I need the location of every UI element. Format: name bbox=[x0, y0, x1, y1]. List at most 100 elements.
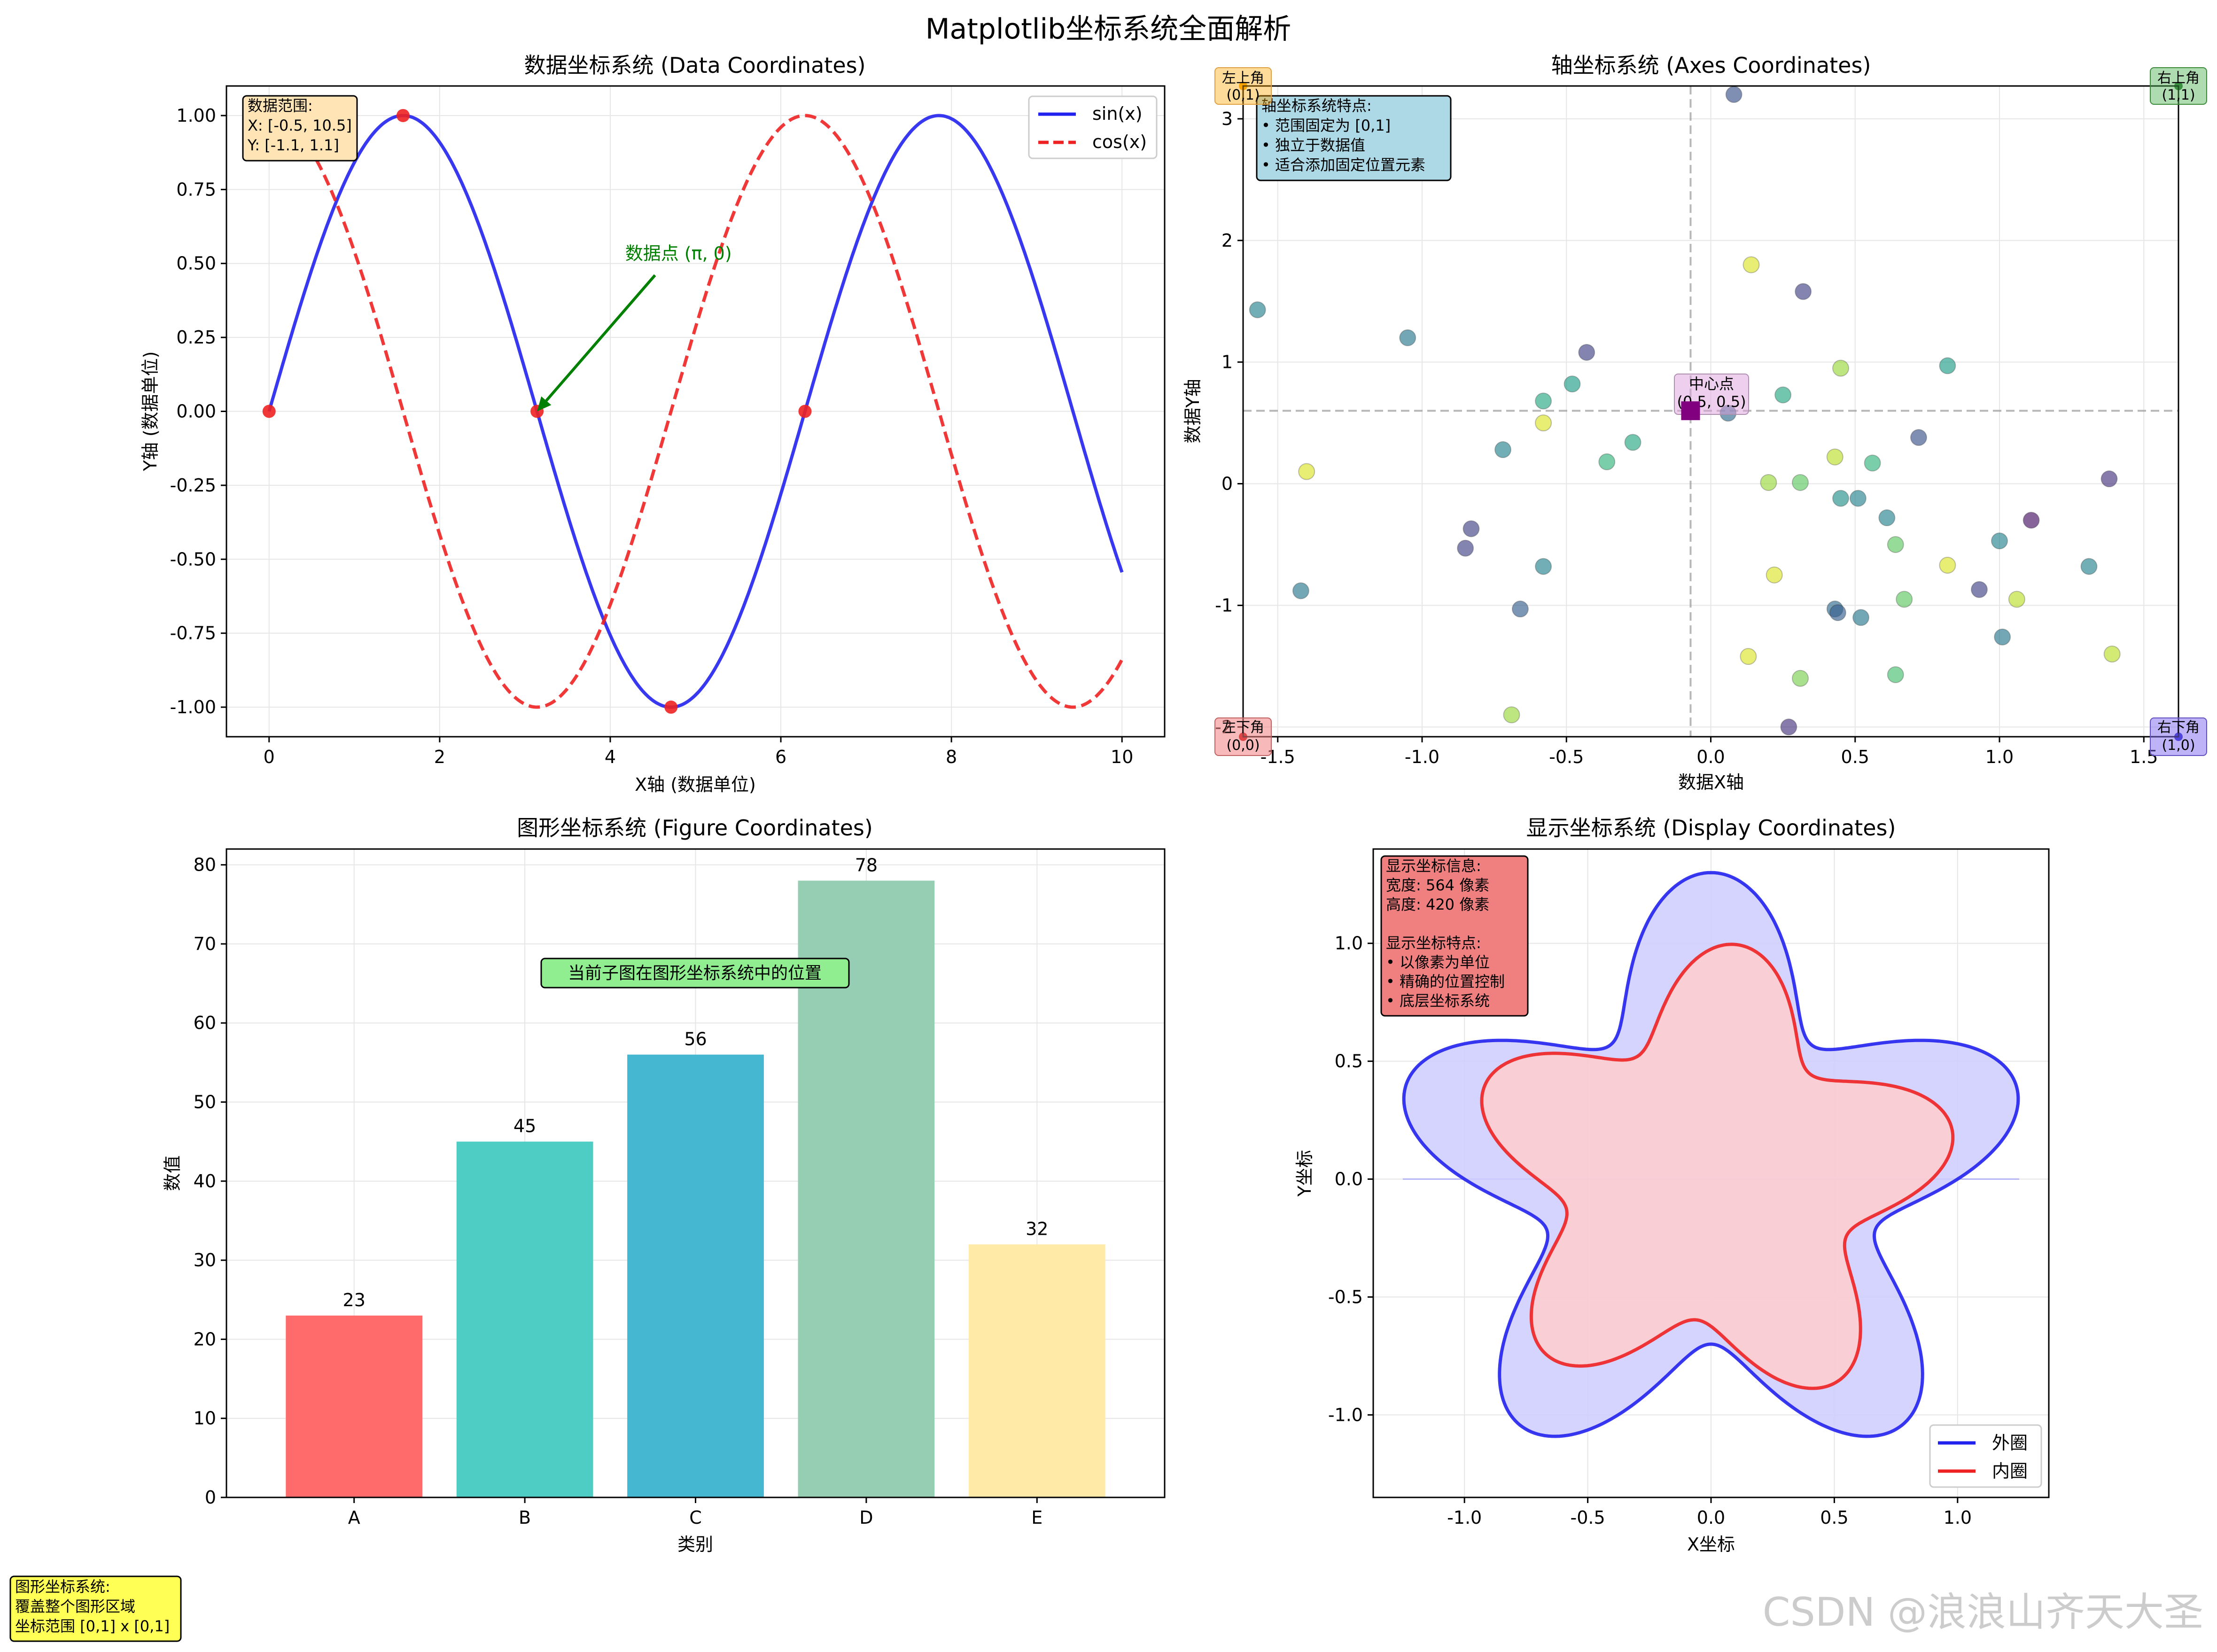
corner-label: 右下角 bbox=[2157, 719, 2200, 736]
center-square-marker bbox=[1681, 401, 1700, 421]
figure-position-note: 当前子图在图形坐标系统中的位置 bbox=[540, 958, 850, 989]
corner-label: (0,1) bbox=[1226, 87, 1260, 103]
bar-value-label: 23 bbox=[343, 1290, 366, 1310]
scatter-point bbox=[1887, 536, 1904, 553]
y-tick-label: 1.00 bbox=[176, 105, 216, 126]
y-tick-label: 1.0 bbox=[1335, 933, 1363, 954]
scatter-point bbox=[2008, 591, 2025, 608]
panel1-grid bbox=[226, 86, 1165, 737]
x-tick-label: 1.0 bbox=[1944, 1507, 1972, 1528]
scatter-point bbox=[1249, 301, 1266, 319]
y-tick-label: 0.00 bbox=[176, 401, 216, 422]
scatter-point bbox=[2103, 645, 2121, 662]
scatter-point bbox=[1624, 434, 1641, 451]
center-label-line1: 中心点 bbox=[1689, 375, 1734, 393]
bar-B bbox=[456, 1141, 593, 1497]
data-marker bbox=[396, 109, 410, 122]
scatter-point bbox=[2080, 558, 2098, 575]
note-line: 坐标范围 [0,1] x [0,1] bbox=[15, 1617, 170, 1635]
scatter-point bbox=[1832, 490, 1850, 507]
panel3-title: 图形坐标系统 (Figure Coordinates) bbox=[517, 815, 873, 841]
info-line: 宽度: 564 像素 bbox=[1386, 876, 1489, 894]
y-tick-label: 0.0 bbox=[1335, 1169, 1363, 1190]
bar-A bbox=[286, 1315, 423, 1497]
x-tick-label: 0.0 bbox=[1697, 1507, 1725, 1528]
scatter-point bbox=[1292, 582, 1309, 600]
bar-value-label: 45 bbox=[513, 1116, 536, 1137]
y-tick-label: 80 bbox=[194, 855, 216, 875]
info-line: Y: [-1.1, 1.1] bbox=[247, 136, 339, 154]
y-tick-label: 40 bbox=[194, 1171, 216, 1192]
panel4-legend: 外圈 内圈 bbox=[1929, 1424, 2042, 1488]
bar-E bbox=[968, 1244, 1105, 1497]
info-line: 数据范围: bbox=[248, 97, 313, 115]
x-tick-label: -0.5 bbox=[1549, 747, 1584, 767]
panel3-x-ticks: A B C D E bbox=[348, 1497, 1042, 1528]
corner-label: 左上角 bbox=[1222, 70, 1264, 86]
legend-inner-label: 内圈 bbox=[1992, 1461, 2028, 1481]
panel2-ylabel: 数据Y轴 bbox=[1182, 379, 1203, 443]
x-tick-label: C bbox=[689, 1507, 702, 1528]
panel4-xlabel: X坐标 bbox=[1687, 1534, 1735, 1555]
panel4-x-ticks: -1.0 -0.5 0.0 0.5 1.0 bbox=[1447, 1497, 1972, 1528]
corner-label: 左下角 bbox=[1222, 719, 1264, 736]
info-line: • 范围固定为 [0,1] bbox=[1261, 117, 1391, 134]
scatter-point bbox=[1503, 706, 1520, 724]
scatter-point bbox=[1864, 454, 1881, 472]
figure-coordinates-note: 图形坐标系统: 覆盖整个图形区域 坐标范围 [0,1] x [0,1] bbox=[9, 1575, 182, 1642]
panel2-title: 轴坐标系统 (Axes Coordinates) bbox=[1551, 53, 1871, 78]
annotation-arrowhead bbox=[537, 396, 552, 412]
panel4-ylabel: Y坐标 bbox=[1294, 1150, 1315, 1197]
panel1-x-ticks: 0 2 4 6 8 10 bbox=[264, 737, 1133, 767]
display-coordinates-panel: 显示坐标系统 (Display Coordinates) -1.0 -0.5 0.0… bbox=[1294, 815, 2050, 1555]
scatter-point bbox=[1939, 556, 1956, 574]
info-line: • 适合添加固定位置元素 bbox=[1261, 156, 1425, 174]
info-line: • 底层坐标系统 bbox=[1386, 992, 1490, 1010]
inner-star bbox=[1480, 943, 1955, 1390]
x-tick-label: 0.0 bbox=[1696, 747, 1725, 767]
info-line: • 精确的位置控制 bbox=[1386, 973, 1505, 990]
axes-coordinates-panel: 轴坐标系统 (Axes Coordinates) 中心点 (0.5, 0.5) … bbox=[1182, 53, 2207, 793]
corner-label: (1,1) bbox=[2162, 87, 2195, 103]
note-line: 覆盖整个图形区域 bbox=[15, 1597, 135, 1615]
scatter-point bbox=[1298, 463, 1315, 480]
x-tick-label: 0.5 bbox=[1820, 1507, 1848, 1528]
y-tick-label: 0 bbox=[1221, 474, 1233, 494]
panel3-xlabel: 类别 bbox=[677, 1534, 713, 1555]
info-line: 显示坐标特点: bbox=[1386, 934, 1481, 952]
figure-title: Matplotlib坐标系统全面解析 bbox=[926, 13, 1291, 46]
panel2-info-box: 轴坐标系统特点: • 范围固定为 [0,1] • 独立于数据值 • 适合添加固定… bbox=[1256, 95, 1452, 181]
data-marker bbox=[664, 701, 678, 714]
y-tick-label: -1 bbox=[1215, 595, 1233, 616]
scatter-point bbox=[1939, 357, 1956, 374]
y-tick-label: 0 bbox=[205, 1487, 216, 1508]
panel3-ylabel: 数值 bbox=[162, 1155, 183, 1191]
panel4-info-box: 显示坐标信息: 宽度: 564 像素 高度: 420 像素 显示坐标特点: • … bbox=[1380, 855, 1529, 1017]
y-tick-label: 1 bbox=[1221, 352, 1233, 373]
panel2-xlabel: 数据X轴 bbox=[1678, 772, 1744, 793]
scatter-point bbox=[1462, 520, 1480, 538]
note-line: 图形坐标系统: bbox=[15, 1578, 110, 1596]
y-tick-label: -0.50 bbox=[170, 549, 216, 569]
panel2-x-ticks: -1.5 -1.0 -0.5 0.0 0.5 1.0 1.5 bbox=[1260, 737, 2158, 767]
scatter-point bbox=[1791, 474, 1809, 491]
legend-outer-label: 外圈 bbox=[1992, 1433, 2028, 1453]
scatter-point bbox=[1494, 441, 1512, 459]
scatter-point bbox=[1578, 343, 1595, 361]
scatter-point bbox=[2023, 512, 2040, 529]
scatter-point bbox=[1910, 429, 1927, 446]
x-tick-label: D bbox=[859, 1507, 873, 1528]
figure-position-note-text: 当前子图在图形坐标系统中的位置 bbox=[568, 964, 822, 983]
panel1-xlabel: X轴 (数据单位) bbox=[635, 774, 756, 795]
corner-bottom-left: 左下角 (0,0) bbox=[1214, 717, 1272, 756]
scatter-point bbox=[1760, 474, 1777, 491]
info-line: 高度: 420 像素 bbox=[1386, 896, 1489, 913]
y-tick-label: -1.0 bbox=[1328, 1404, 1363, 1425]
legend-cos-label: cos(x) bbox=[1092, 132, 1147, 152]
panel3-bars bbox=[286, 881, 1105, 1497]
panel1-title: 数据坐标系统 (Data Coordinates) bbox=[524, 53, 865, 78]
panel4-shapes bbox=[1402, 871, 2020, 1438]
info-line: X: [-0.5, 10.5] bbox=[248, 117, 352, 134]
y-tick-label: -1.00 bbox=[170, 697, 216, 717]
x-tick-label: E bbox=[1031, 1507, 1042, 1528]
